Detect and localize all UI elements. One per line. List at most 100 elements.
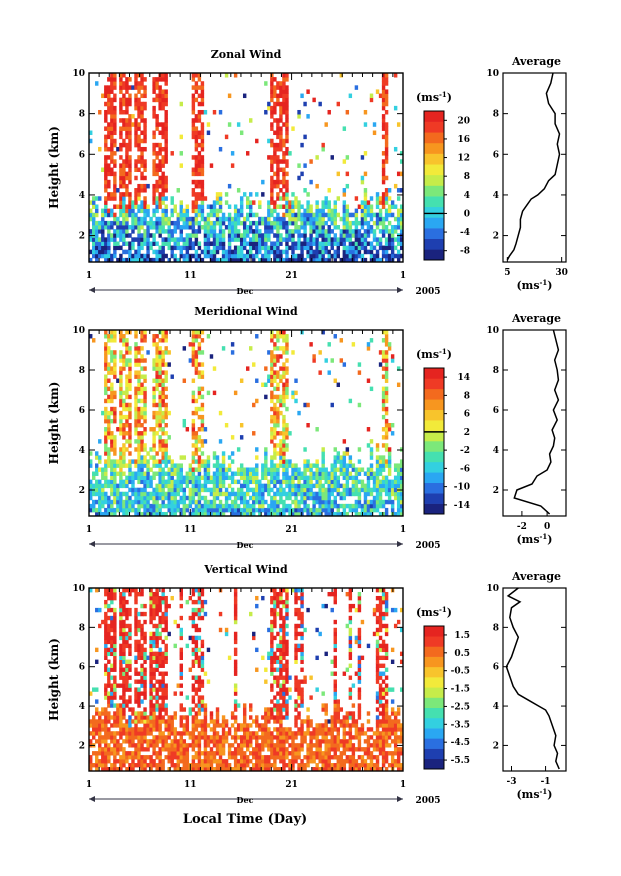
- heatmap-cell: [321, 208, 325, 214]
- heatmap-cell: [143, 687, 147, 692]
- heatmap-cell: [152, 759, 156, 764]
- heatmap-cell: [282, 175, 286, 181]
- heatmap-cell: [197, 196, 202, 201]
- heatmap-cell: [345, 212, 350, 218]
- heatmap-cell: [170, 212, 174, 218]
- heatmap-cell: [390, 233, 395, 238]
- heatmap-cell: [119, 711, 123, 716]
- heatmap-cell: [140, 747, 144, 752]
- heatmap-cell: [134, 619, 138, 625]
- heatmap-cell: [194, 241, 199, 246]
- heatmap-cell: [288, 212, 292, 218]
- heatmap-cell: [149, 691, 153, 696]
- heatmap-cell: [107, 503, 111, 509]
- heatmap-cell: [224, 507, 229, 513]
- heatmap-cell: [315, 220, 319, 226]
- heatmap-cell: [92, 216, 96, 222]
- heatmap-cell: [107, 89, 111, 94]
- heatmap-cell: [315, 237, 319, 242]
- heatmap-cell: [164, 338, 168, 343]
- heatmap-cell: [98, 747, 102, 752]
- heatmap-cell: [270, 155, 274, 160]
- heatmap-cell: [197, 208, 202, 214]
- heatmap-cell: [384, 253, 389, 259]
- heatmap-cell: [155, 155, 159, 160]
- heatmap-cell: [143, 503, 147, 509]
- heatmap-cell: [116, 507, 120, 513]
- heatmap-cell: [179, 703, 183, 708]
- heatmap-cell: [209, 163, 214, 168]
- heatmap-cell: [285, 188, 289, 193]
- heatmap-cell: [128, 651, 132, 657]
- heatmap-cell: [384, 212, 389, 218]
- heatmap-cell: [200, 212, 205, 218]
- heatmap-cell: [309, 245, 313, 251]
- heatmap-cell: [128, 435, 132, 440]
- heatmap-cell: [270, 479, 274, 485]
- heatmap-cell: [164, 175, 168, 181]
- heatmap-cell: [224, 192, 229, 197]
- heatmap-cell: [164, 635, 168, 641]
- heatmap-cell: [140, 382, 144, 388]
- heatmap-cell: [264, 507, 268, 513]
- heatmap-cell: [399, 229, 404, 234]
- heatmap-cell: [372, 499, 377, 505]
- heatmap-cell: [98, 241, 102, 246]
- heatmap-cell: [384, 386, 389, 392]
- heatmap-cell: [191, 105, 196, 111]
- heatmap-cell: [140, 93, 144, 99]
- heatmap-cell: [107, 591, 111, 597]
- heatmap-cell: [209, 257, 214, 263]
- heatmap-cell: [378, 503, 383, 509]
- heatmap-cell: [116, 743, 120, 748]
- heatmap-cell: [285, 370, 289, 375]
- heatmap-cell: [179, 229, 183, 234]
- heatmap-cell: [279, 114, 283, 119]
- heatmap-cell: [327, 487, 331, 493]
- heatmap-cell: [209, 249, 214, 255]
- heatmap-cell: [309, 204, 313, 209]
- heatmap-cell: [107, 208, 111, 214]
- heatmap-cell: [128, 370, 132, 375]
- heatmap-cell: [131, 763, 135, 768]
- heatmap-cell: [155, 414, 159, 420]
- heatmap-cell: [155, 599, 159, 605]
- heatmap-cell: [191, 97, 196, 103]
- heatmap-cell: [188, 463, 193, 468]
- heatmap-cell: [345, 257, 350, 263]
- heatmap-cell: [321, 146, 325, 152]
- heatmap-cell: [137, 623, 141, 629]
- heatmap-cell: [300, 233, 304, 238]
- heatmap-cell: [125, 439, 129, 444]
- heatmap-cell: [122, 338, 126, 343]
- heatmap-cell: [236, 216, 241, 222]
- heatmap-cell: [273, 142, 277, 148]
- heatmap-cell: [113, 595, 117, 601]
- heatmap-cell: [282, 73, 286, 78]
- heatmap-cell: [363, 491, 368, 497]
- heatmap-cell: [137, 651, 141, 657]
- heatmap-cell: [200, 97, 205, 103]
- heatmap-cell: [134, 142, 138, 148]
- heatmap-cell: [149, 220, 153, 226]
- heatmap-cell: [297, 114, 301, 119]
- heatmap-cell: [185, 599, 190, 605]
- heatmap-cell: [152, 151, 156, 156]
- heatmap-cell: [300, 491, 304, 497]
- heatmap-cell: [143, 146, 147, 152]
- heatmap-cell: [134, 487, 138, 493]
- heatmap-cell: [297, 487, 301, 493]
- heatmap-cell: [203, 249, 208, 255]
- heatmap-cell: [288, 237, 292, 242]
- heatmap-cell: [291, 394, 295, 400]
- heatmap-cell: [279, 118, 283, 123]
- heatmap-cell: [381, 118, 386, 123]
- heatmap-cell: [101, 229, 105, 234]
- heatmap-cell: [303, 229, 307, 234]
- heatmap-cell: [285, 443, 289, 448]
- heatmap-cell: [161, 703, 165, 708]
- heatmap-cell: [369, 471, 374, 476]
- heatmap-cell: [324, 257, 328, 263]
- heatmap-cell: [321, 487, 325, 493]
- heatmap-cell: [104, 447, 108, 452]
